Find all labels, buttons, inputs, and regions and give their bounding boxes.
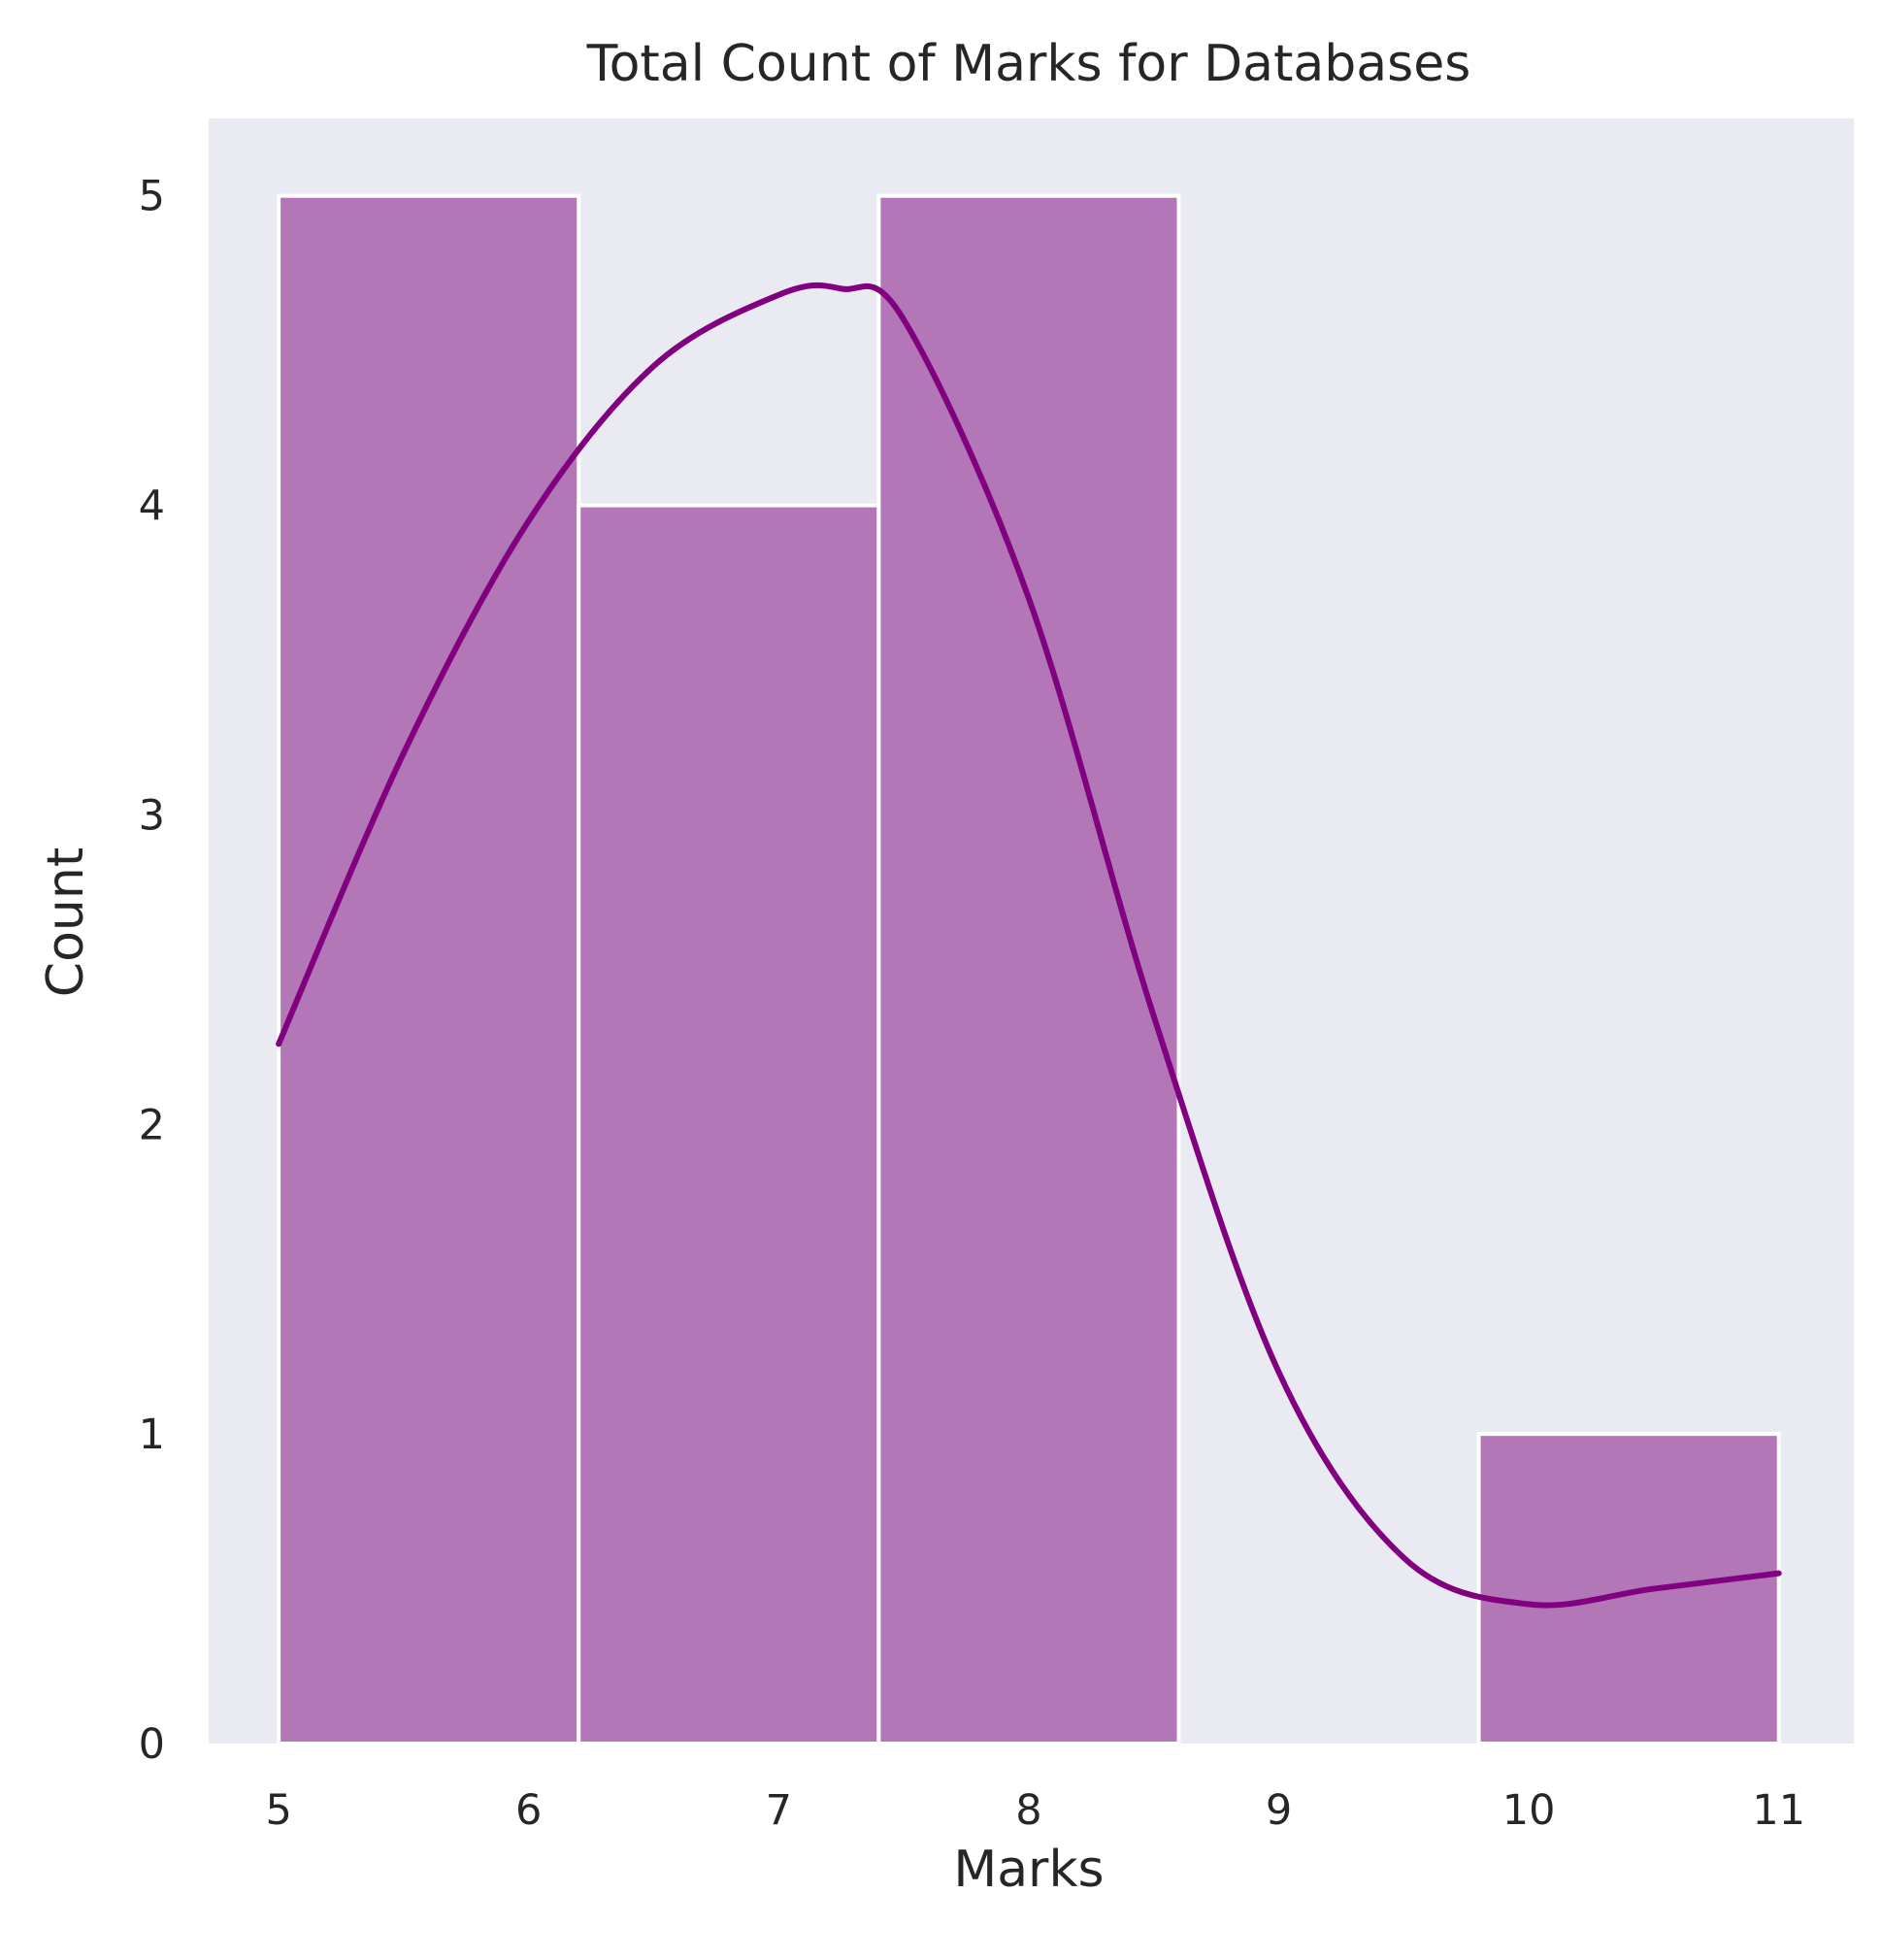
kde-curve — [276, 282, 1782, 1609]
histogram-bar — [577, 503, 881, 1745]
y-tick-label: 5 — [139, 173, 165, 221]
y-tick-label: 4 — [139, 482, 165, 531]
x-tick-label: 7 — [766, 1786, 792, 1835]
x-tick-label: 8 — [1015, 1786, 1041, 1835]
x-tick-label: 10 — [1502, 1786, 1556, 1835]
histogram-bar — [876, 193, 1181, 1746]
x-tick-label: 5 — [265, 1786, 291, 1835]
y-tick-label: 0 — [139, 1720, 165, 1769]
y-tick-label: 1 — [139, 1411, 165, 1459]
x-tick-label: 11 — [1752, 1786, 1805, 1835]
x-tick-label: 9 — [1266, 1786, 1292, 1835]
y-tick-label: 3 — [139, 791, 165, 840]
x-axis-label: Marks — [953, 1841, 1104, 1899]
x-axis-ticks: 5 6 7 8 9 10 11 — [265, 1786, 1805, 1835]
y-axis-label: Count — [37, 847, 95, 997]
y-axis-ticks: 0 1 2 3 4 5 — [139, 173, 165, 1769]
chart-title: Total Count of Marks for Databases — [586, 35, 1471, 93]
x-tick-label: 6 — [515, 1786, 542, 1835]
histogram-bar — [1476, 1432, 1781, 1745]
y-tick-label: 2 — [139, 1101, 165, 1149]
histogram-bar — [277, 193, 581, 1746]
bars-layer — [277, 193, 1781, 1746]
